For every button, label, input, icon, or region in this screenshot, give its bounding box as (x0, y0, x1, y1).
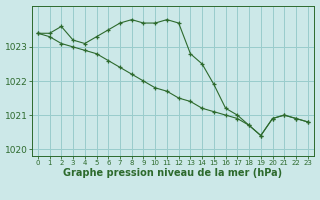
X-axis label: Graphe pression niveau de la mer (hPa): Graphe pression niveau de la mer (hPa) (63, 168, 282, 178)
